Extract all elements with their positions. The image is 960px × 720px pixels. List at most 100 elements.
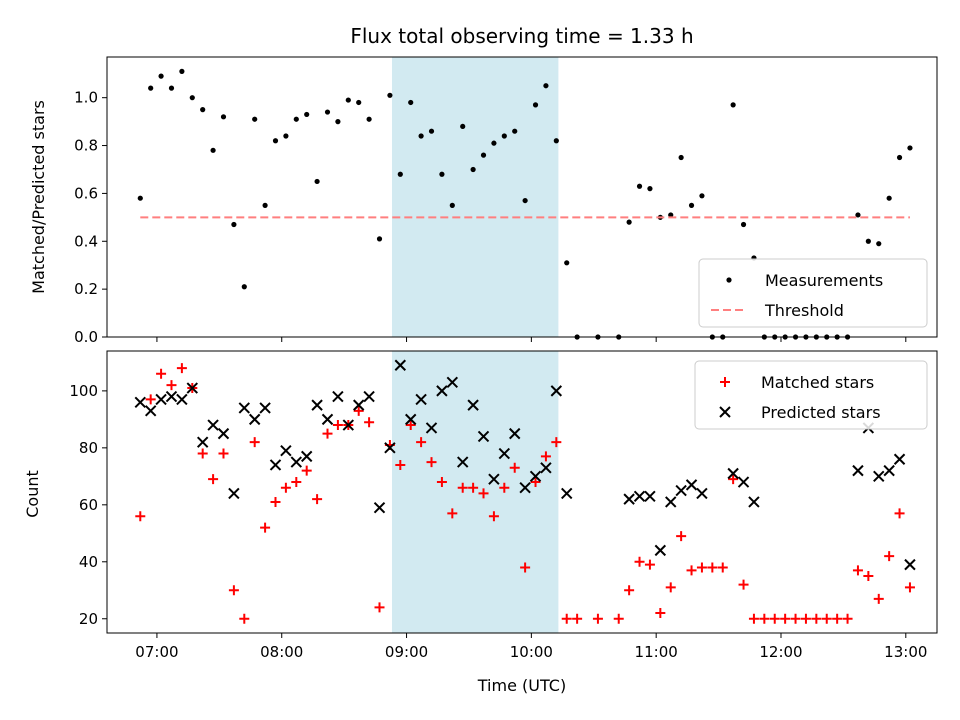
data-point: [842, 613, 853, 624]
data-point: [418, 133, 424, 139]
data-point: [269, 459, 282, 471]
data-point: [270, 496, 281, 507]
data-point: [884, 551, 895, 562]
series-matched-stars: [135, 363, 915, 624]
data-point: [155, 393, 167, 406]
data-point: [137, 195, 143, 201]
data-point: [176, 393, 188, 406]
data-point: [321, 413, 334, 426]
x-tick-label: 11:00: [635, 643, 678, 661]
data-point: [252, 116, 258, 122]
data-point: [647, 186, 653, 192]
data-point: [470, 166, 476, 173]
data-point: [886, 195, 892, 201]
data-point: [293, 116, 299, 122]
data-point: [290, 456, 303, 468]
data-point: [501, 133, 507, 139]
data-point: [311, 399, 323, 411]
data-point: [564, 260, 570, 266]
data-point: [364, 417, 375, 428]
data-point: [488, 473, 500, 485]
data-point: [272, 138, 279, 144]
data-point: [416, 437, 427, 448]
data-point: [301, 465, 312, 476]
data-point: [532, 102, 539, 108]
data-point: [314, 178, 320, 185]
data-point: [249, 437, 260, 448]
data-point: [446, 376, 459, 389]
data-point: [322, 428, 333, 439]
data-point: [291, 477, 302, 488]
data-point: [699, 193, 705, 199]
data-point: [356, 99, 362, 106]
data-point: [300, 450, 313, 463]
data-point: [363, 390, 375, 403]
data-point: [376, 236, 383, 242]
data-point: [529, 470, 542, 483]
legend-label: Threshold: [764, 301, 844, 320]
data-point: [397, 171, 403, 177]
y-tick-label: 0.2: [74, 280, 98, 298]
data-point: [165, 390, 178, 403]
data-point: [499, 482, 510, 493]
legend: Measurements Threshold: [698, 258, 928, 328]
data-point: [428, 128, 435, 134]
data-point: [248, 413, 261, 426]
data-point: [654, 544, 667, 557]
data-point: [678, 154, 684, 161]
data-point: [633, 490, 646, 502]
data-point: [561, 487, 573, 500]
data-point: [228, 487, 240, 500]
data-point: [883, 464, 895, 477]
legend-marker: [726, 277, 732, 283]
observing-window-span: [391, 57, 559, 337]
data-point: [852, 565, 863, 576]
data-point: [728, 474, 739, 485]
data-point: [896, 154, 903, 161]
data-point: [241, 284, 247, 290]
legend-box: [694, 360, 928, 430]
data-point: [189, 95, 195, 101]
axes-frame: [106, 350, 938, 634]
data-point: [436, 477, 447, 488]
x-tick-label: 12:00: [759, 643, 802, 661]
data-point: [790, 613, 801, 624]
data-point: [405, 420, 416, 431]
data-point: [196, 436, 209, 448]
data-point: [873, 593, 884, 604]
data-point: [904, 558, 916, 571]
data-point: [238, 402, 251, 414]
data-point: [665, 496, 677, 508]
legend-label: Measurements: [765, 271, 883, 290]
data-point: [186, 382, 198, 394]
data-point: [210, 147, 216, 153]
data-point: [707, 562, 718, 573]
data-point: [865, 238, 871, 244]
data-point: [644, 559, 655, 570]
data-point: [166, 380, 177, 391]
data-point: [135, 511, 146, 522]
data-point: [439, 171, 445, 177]
data-point: [696, 562, 707, 573]
x-tick-label: 08:00: [260, 643, 303, 661]
data-point: [352, 399, 365, 411]
data-point: [572, 613, 583, 624]
data-point: [561, 613, 572, 624]
data-point: [540, 451, 551, 462]
legend-marker: [719, 406, 731, 418]
observing-window-span: [391, 351, 559, 633]
data-point: [519, 482, 531, 494]
data-point: [873, 470, 885, 483]
data-point: [665, 582, 676, 593]
data-point: [460, 123, 466, 130]
x-axis-label: Time (UTC): [477, 676, 566, 695]
data-point: [176, 363, 187, 374]
y-tick-label: 60: [79, 496, 98, 514]
data-point: [512, 128, 518, 134]
data-point: [759, 613, 770, 624]
data-point: [686, 565, 697, 576]
data-point: [550, 385, 563, 397]
data-point: [207, 419, 219, 431]
y-tick-label: 0.0: [74, 328, 98, 346]
data-point: [332, 420, 343, 431]
